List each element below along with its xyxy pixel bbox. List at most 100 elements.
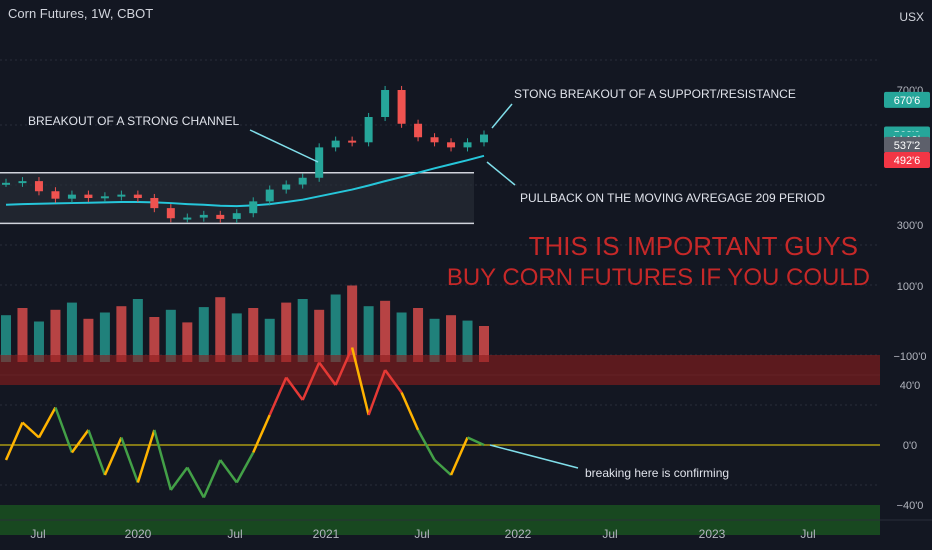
price-badge — [884, 151, 930, 168]
price-candle — [397, 90, 406, 124]
oscillator-line-segment — [466, 436, 485, 447]
price-tick-label: 300'0 — [897, 220, 924, 232]
volume-bar — [264, 318, 275, 362]
price-candle — [67, 194, 76, 199]
price-candle — [216, 214, 225, 219]
volume-tick-label: −100'0 — [894, 351, 927, 363]
chart-title: Corn Futures, 1W, CBOT — [8, 6, 154, 21]
headline-text: THIS IS IMPORTANT GUYS — [529, 231, 858, 261]
price-candle — [133, 194, 142, 198]
oscillator-line-segment — [202, 459, 222, 499]
headline-text: BUY CORN FUTURES IF YOU COULD — [447, 264, 870, 291]
oscillator-annotation-arrow — [489, 444, 579, 469]
volume-bar — [83, 318, 94, 362]
volume-bar — [1, 315, 11, 362]
x-tick-label: 2023 — [699, 527, 726, 541]
oscillator-line-segment — [37, 406, 57, 439]
price-candle — [18, 181, 27, 184]
volume-bar — [347, 285, 358, 362]
volume-bar — [314, 309, 325, 362]
oscillator-line-segment — [285, 376, 304, 401]
price-candle — [100, 196, 109, 199]
x-tick-label: 2021 — [313, 527, 340, 541]
price-candle — [447, 142, 456, 148]
volume-bar — [198, 307, 209, 362]
price-candle — [430, 137, 439, 143]
price-candle — [166, 208, 175, 219]
oscillator-line-segment — [350, 347, 370, 416]
price-candle — [265, 189, 274, 202]
oscillator-line-segment — [301, 361, 321, 401]
oscillator-line-segment — [70, 429, 90, 454]
price-badge-label: 537'2 — [894, 140, 921, 152]
annotation-arrow — [491, 103, 513, 129]
price-badge-label: 670'6 — [894, 95, 921, 107]
price-candle — [463, 142, 472, 148]
x-tick-label: Jul — [602, 527, 617, 541]
volume-tick-label: 100'0 — [897, 281, 924, 293]
oscillator-line-segment — [268, 376, 288, 416]
oscillator-tick-label: 0'0 — [903, 440, 917, 452]
price-candle — [232, 213, 241, 219]
oscillator-line-segment — [416, 429, 436, 461]
price-badge-label: 492'6 — [894, 155, 921, 167]
oscillator-line-segment — [235, 451, 255, 484]
oscillator-line-segment — [384, 369, 403, 394]
x-tick-label: Jul — [414, 527, 429, 541]
price-candle — [84, 194, 93, 198]
price-candle — [331, 140, 340, 148]
volume-bar — [215, 297, 226, 362]
volume-bar — [17, 308, 28, 362]
price-candle — [348, 140, 357, 143]
oscillator-line-segment — [153, 429, 173, 491]
oscillator-line-segment — [120, 437, 140, 483]
volume-bar — [462, 320, 473, 362]
oscillator-line-segment — [367, 369, 387, 416]
price-candle — [414, 123, 423, 138]
price-candle — [117, 194, 126, 197]
volume-bar — [446, 315, 457, 362]
price-candle — [199, 214, 208, 218]
price-candle — [315, 147, 324, 178]
volume-bar — [231, 313, 242, 362]
oscillator-line-segment — [54, 407, 74, 453]
oscillator-line-segment — [318, 361, 337, 386]
volume-bar — [165, 309, 176, 362]
x-tick-label: Jul — [30, 527, 45, 541]
price-candle — [51, 191, 60, 199]
oscillator-line-segment — [4, 421, 24, 461]
currency-label: USX — [899, 10, 924, 24]
volume-bar — [33, 321, 44, 362]
volume-bar — [396, 312, 407, 362]
oscillator-line-segment — [136, 429, 156, 483]
volume-bar — [248, 308, 259, 362]
oscillator-line-segment — [169, 466, 189, 491]
volume-bar — [281, 302, 292, 362]
price-candle — [298, 177, 307, 185]
x-tick-label: Jul — [227, 527, 242, 541]
oscillator-line-segment — [334, 346, 354, 386]
price-candle — [381, 90, 390, 117]
oscillator-line-segment — [219, 459, 238, 484]
annotation-text: BREAKOUT OF A STRONG CHANNEL — [28, 114, 239, 128]
volume-bar — [132, 299, 143, 362]
price-badge — [884, 91, 930, 108]
price-candle — [2, 182, 10, 185]
oscillator-line-segment — [400, 391, 420, 431]
volume-bar — [99, 312, 110, 362]
annotation-text: STONG BREAKOUT OF A SUPPORT/RESISTANCE — [514, 87, 796, 101]
oscillator-upper-zone — [0, 355, 880, 385]
volume-bar — [413, 308, 424, 362]
annotation-arrow — [486, 161, 516, 186]
volume-bar — [429, 318, 440, 362]
volume-bar — [363, 306, 374, 362]
volume-bar — [66, 302, 77, 362]
volume-bar — [479, 326, 489, 362]
price-badge — [884, 136, 930, 153]
volume-bar — [330, 294, 341, 362]
oscillator-line-segment — [186, 466, 205, 499]
price-candle — [364, 117, 373, 143]
price-candle — [150, 198, 159, 209]
oscillator-tick-label: 40'0 — [900, 380, 920, 392]
